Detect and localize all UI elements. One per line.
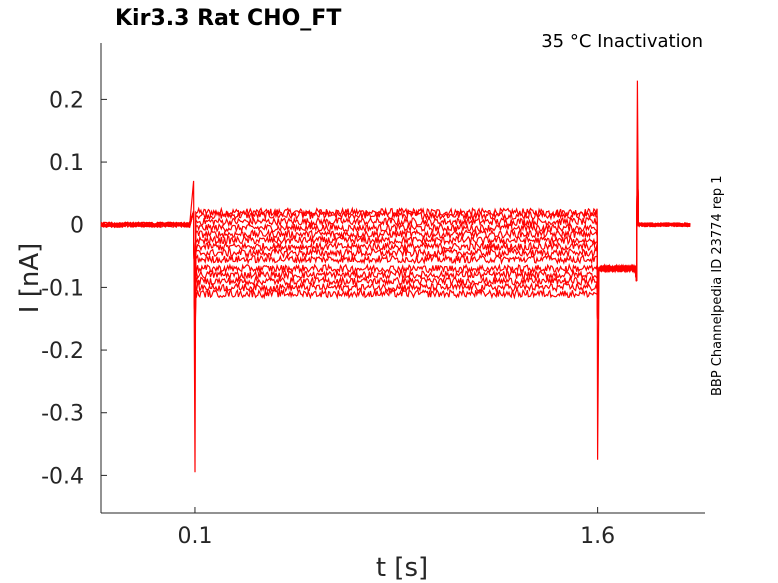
sweep-trace (100, 152, 691, 349)
x-tick-label: 0.1 (177, 524, 212, 549)
x-axis-label: t [s] (376, 553, 428, 583)
sweep-trace (100, 152, 691, 349)
sweep-trace (100, 80, 691, 473)
chart-annotation: 35 °C Inactivation (541, 31, 703, 52)
sweep-trace (100, 152, 691, 349)
sweep-trace (100, 152, 691, 349)
y-axis-label: I [nA] (15, 243, 45, 313)
sweep-trace (100, 152, 691, 349)
y-tick-label: -0.3 (41, 402, 84, 427)
sweep-trace (100, 152, 691, 349)
y-tick-label: 0.1 (49, 151, 84, 176)
sweep-trace (100, 152, 691, 349)
sweep-trace (100, 152, 691, 349)
y-tick-label: 0 (70, 214, 84, 239)
sweep-trace (100, 152, 691, 349)
traces (100, 80, 691, 473)
sweep-trace (100, 152, 691, 349)
x-tick-label: 1.6 (580, 524, 615, 549)
sweep-trace (100, 152, 691, 349)
chart-title: Kir3.3 Rat CHO_FT (115, 6, 341, 31)
y-tick-label: 0.2 (49, 88, 84, 113)
sweep-trace (100, 152, 691, 349)
y-tick-label: -0.2 (41, 339, 84, 364)
sweep-trace (100, 152, 691, 349)
y-tick-label: -0.4 (41, 464, 84, 489)
y-tick-label: -0.1 (41, 276, 84, 301)
side-label: BBP Channelpedia ID 23774 rep 1 (710, 175, 725, 396)
axes (100, 43, 705, 514)
ticks: 0.2 0.1 0 -0.1 -0.2 -0.3 -0.4 0.1 1.6 (41, 88, 615, 549)
